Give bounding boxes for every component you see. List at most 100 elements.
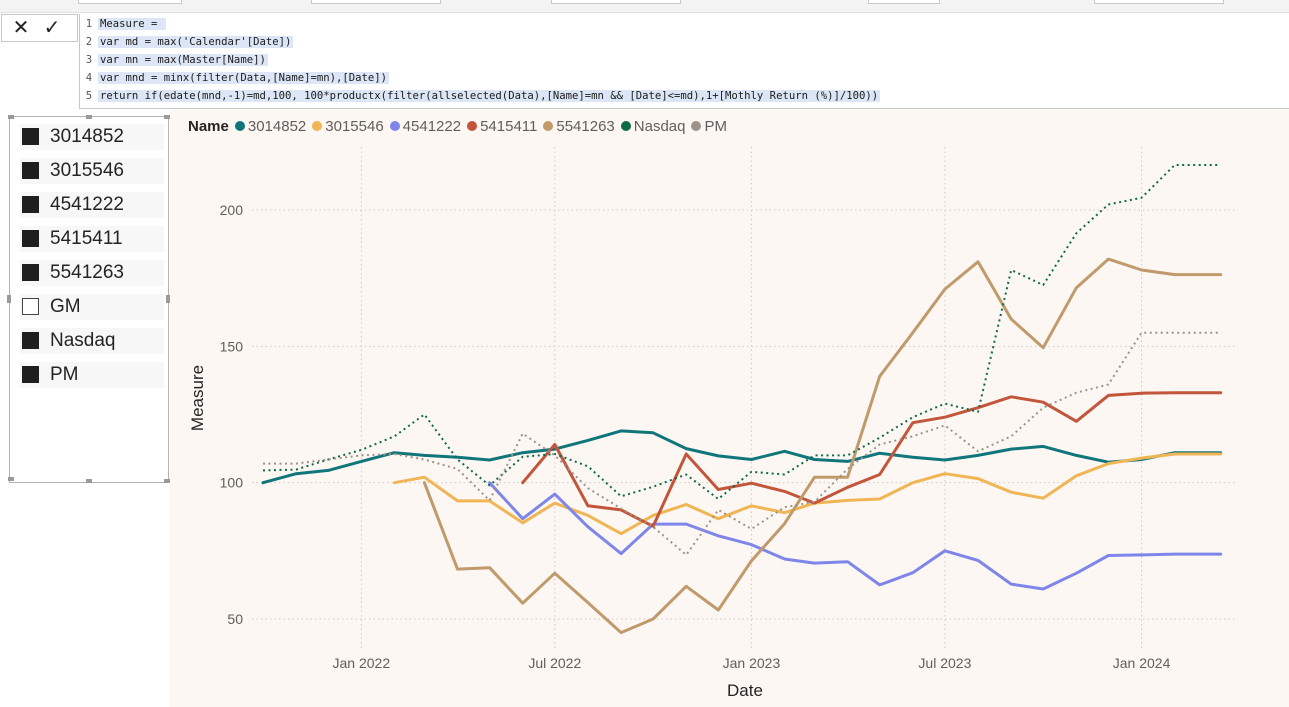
chart-legend: Name 3014852 3015546 4541222 5415411 554… xyxy=(188,116,733,136)
series-line-3014852 xyxy=(261,429,1223,485)
line-number: 5 xyxy=(85,90,93,102)
checkbox-checked[interactable] xyxy=(22,128,39,145)
slicer-item-3015546[interactable]: 3015546 xyxy=(20,158,164,184)
legend-label: 5415411 xyxy=(480,117,538,135)
checkbox-checked[interactable] xyxy=(22,332,39,349)
x-axis-title: Date xyxy=(727,681,763,700)
line-number: 3 xyxy=(85,54,93,66)
slicer-item-pm[interactable]: PM xyxy=(20,362,164,388)
x-tick-label: Jul 2022 xyxy=(528,655,581,671)
code-text[interactable]: var mn = max(Master[Name]) xyxy=(98,54,268,66)
x-tick-label: Jan 2023 xyxy=(723,655,781,671)
resize-handle[interactable] xyxy=(8,477,14,481)
series-line-5541263 xyxy=(422,257,1223,635)
slicer-item-5415411[interactable]: 5415411 xyxy=(20,226,164,252)
resize-handle[interactable] xyxy=(164,115,170,119)
name-slicer: 3014852 3015546 4541222 5415411 5541263 … xyxy=(7,115,170,483)
legend-label: 5541263 xyxy=(556,117,615,135)
toolbar-field-4[interactable] xyxy=(868,0,940,4)
legend-item-3014852[interactable]: 3014852 xyxy=(234,117,307,135)
checkbox-checked[interactable] xyxy=(22,196,39,213)
x-icon[interactable]: ✕ xyxy=(12,17,30,39)
code-text[interactable]: return if(edate(mnd,-1)=md,100, 100*prod… xyxy=(98,90,881,102)
legend-item-5415411[interactable]: 5415411 xyxy=(467,118,537,135)
series-line-5415411 xyxy=(521,391,1223,528)
slicer-item-label: 5415411 xyxy=(50,228,123,249)
y-axis-title: Measure xyxy=(188,365,207,431)
legend-marker xyxy=(620,121,631,131)
checkbox-unchecked[interactable] xyxy=(22,298,39,315)
slicer-item-label: PM xyxy=(50,364,79,385)
legend-item-4541222[interactable]: 4541222 xyxy=(389,117,462,135)
slicer-item-label: 3014852 xyxy=(50,126,124,147)
slicer-item-gm[interactable]: GM xyxy=(20,294,164,320)
checkbox-checked[interactable] xyxy=(22,162,39,179)
legend-item-5541263[interactable]: 5541263 xyxy=(543,117,615,135)
code-line-5: 5 return if(edate(mnd,-1)=md,100, 100*pro… xyxy=(80,87,881,105)
legend-marker xyxy=(543,121,554,131)
legend-label: PM xyxy=(704,117,727,135)
y-tick-label: 150 xyxy=(220,338,244,354)
slicer-item-3014852[interactable]: 3014852 xyxy=(20,124,164,150)
formula-commit-controls: ✕ ✓ xyxy=(1,14,78,42)
legend-label: 3014852 xyxy=(247,117,307,135)
legend-item-nasdaq[interactable]: Nasdaq xyxy=(620,117,686,135)
checkbox-checked[interactable] xyxy=(22,230,39,247)
y-tick-label: 100 xyxy=(220,475,244,491)
legend-label: 4541222 xyxy=(402,117,462,135)
legend-label: Nasdaq xyxy=(633,117,686,135)
legend-label: 3015546 xyxy=(325,117,384,135)
slicer-item-label: 3015546 xyxy=(50,160,124,181)
line-number: 4 xyxy=(85,72,93,84)
legend-marker xyxy=(467,121,478,131)
resize-handle[interactable] xyxy=(8,115,14,119)
code-text[interactable]: var mnd = minx(filter(Data,[Name]=mn),[D… xyxy=(98,72,390,84)
legend-marker xyxy=(389,121,400,131)
code-line-1: 1 Measure = xyxy=(80,15,166,33)
series-line-nasdaq xyxy=(262,164,1221,500)
resize-handle[interactable] xyxy=(164,479,170,483)
resize-handle[interactable] xyxy=(166,295,170,303)
slicer-item-label: Nasdaq xyxy=(50,330,116,351)
code-line-4: 4 var mnd = minx(filter(Data,[Name]=mn),[… xyxy=(80,69,390,87)
x-tick-label: Jan 2022 xyxy=(333,655,391,671)
code-line-2: 2 var md = max('Calendar'[Date]) xyxy=(80,33,294,51)
resize-handle[interactable] xyxy=(7,295,11,303)
slicer-item-4541222[interactable]: 4541222 xyxy=(20,192,164,218)
toolbar-field-5[interactable] xyxy=(1094,0,1224,4)
legend-item-3015546[interactable]: 3015546 xyxy=(312,117,384,135)
legend-marker xyxy=(234,121,245,131)
legend-item-pm[interactable]: PM xyxy=(691,118,727,135)
legend-marker xyxy=(691,121,702,131)
x-tick-label: Jul 2023 xyxy=(918,655,971,671)
line-number: 1 xyxy=(85,18,93,30)
slicer-item-label: 4541222 xyxy=(50,194,124,215)
formula-editor[interactable]: 1 Measure = 2 var md = max('Calendar'[Date… xyxy=(79,14,1289,109)
toolbar-field-3[interactable] xyxy=(551,0,681,4)
series-line-4541222 xyxy=(488,481,1223,591)
legend-title: Name xyxy=(188,117,229,135)
legend-marker xyxy=(312,121,323,131)
check-icon[interactable]: ✓ xyxy=(43,17,61,39)
slicer-item-nasdaq[interactable]: Nasdaq xyxy=(20,328,164,354)
code-line-3: 3 var mn = max(Master[Name]) xyxy=(80,51,268,69)
y-tick-label: 200 xyxy=(220,202,244,218)
x-tick-label: Jan 2024 xyxy=(1113,655,1171,671)
toolbar-field-1[interactable] xyxy=(78,0,182,4)
slicer-item-label: 5541263 xyxy=(50,262,124,283)
series-line-pm xyxy=(263,331,1221,556)
toolbar-field-2[interactable] xyxy=(311,0,441,4)
y-tick-label: 50 xyxy=(227,611,243,627)
line-number: 2 xyxy=(85,36,93,48)
code-text[interactable]: var md = max('Calendar'[Date]) xyxy=(98,36,294,48)
top-toolbar-strip xyxy=(0,0,1289,13)
resize-handle[interactable] xyxy=(86,115,92,119)
checkbox-checked[interactable] xyxy=(22,366,39,383)
checkbox-checked[interactable] xyxy=(22,264,39,281)
slicer-item-label: GM xyxy=(50,296,81,317)
resize-handle[interactable] xyxy=(86,479,92,483)
code-text[interactable]: Measure = xyxy=(98,18,166,30)
series-line-3015546 xyxy=(393,452,1223,536)
slicer-item-5541263[interactable]: 5541263 xyxy=(20,260,164,286)
